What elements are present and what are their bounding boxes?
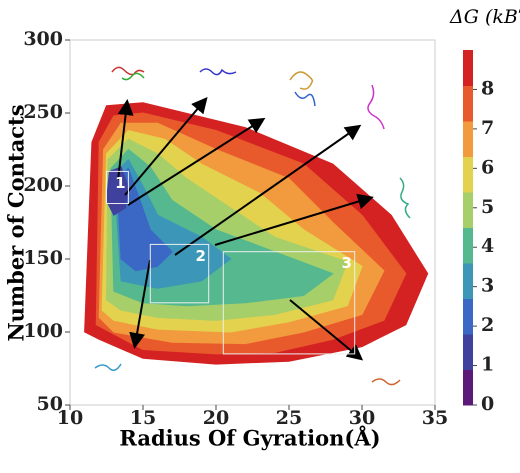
region-label: 1: [115, 174, 125, 192]
y-tick-label: 300: [23, 28, 63, 50]
frame: [69, 39, 436, 406]
y-tick-label: 200: [23, 174, 63, 196]
y-tick-label: 150: [23, 247, 63, 269]
colorbar-tick-label: 7: [481, 117, 494, 139]
colorbar-tick-label: 4: [481, 235, 494, 257]
x-tick-label: 10: [57, 407, 83, 429]
y-tick-label: 50: [37, 393, 63, 415]
y-axis-title: Number of Contacts: [4, 104, 29, 341]
colorbar-tick-label: 0: [481, 393, 494, 415]
colorbar-tick-label: 6: [481, 156, 494, 178]
colorbar-segment: [463, 227, 473, 264]
colorbar-segment: [463, 192, 473, 228]
x-tick-label: 25: [276, 407, 302, 429]
x-tick-label: 30: [349, 407, 375, 429]
y-tick-label: 100: [23, 320, 63, 342]
colorbar-title: ΔG (kBT): [449, 6, 520, 28]
region-label: 2: [195, 247, 205, 265]
colorbar-segment: [463, 85, 473, 122]
colorbar-segment: [463, 334, 473, 370]
annotations: 1 2 3: [94, 66, 411, 386]
colorbar-segment: [463, 156, 473, 193]
colorbar: 0 1 2 3 4 5 6 7 8: [463, 50, 494, 415]
region-label: 3: [341, 254, 351, 272]
x-axis-title: Radius Of Gyration(Å): [119, 426, 380, 451]
colorbar-tick-label: 8: [481, 77, 494, 99]
colorbar-segment: [463, 50, 473, 86]
structure-snapshots: [94, 66, 411, 386]
colorbar-segment: [463, 121, 473, 157]
colorbar-tick-label: 1: [481, 354, 494, 376]
x-tick-label: 35: [422, 407, 448, 429]
region-box: [222, 251, 356, 355]
region-box: [106, 170, 129, 205]
colorbar-segment: [463, 263, 473, 299]
colorbar-segment: [463, 369, 473, 406]
colorbar-segment: [463, 298, 473, 335]
region-box: [149, 243, 210, 304]
colorbar-tick-label: 3: [481, 275, 494, 297]
x-tick-label: 15: [130, 407, 156, 429]
x-tick-label: 20: [203, 407, 229, 429]
colorbar-tick-label: 2: [481, 314, 494, 336]
y-tick-label: 250: [23, 101, 63, 123]
colorbar-tick-label: 5: [481, 196, 494, 218]
